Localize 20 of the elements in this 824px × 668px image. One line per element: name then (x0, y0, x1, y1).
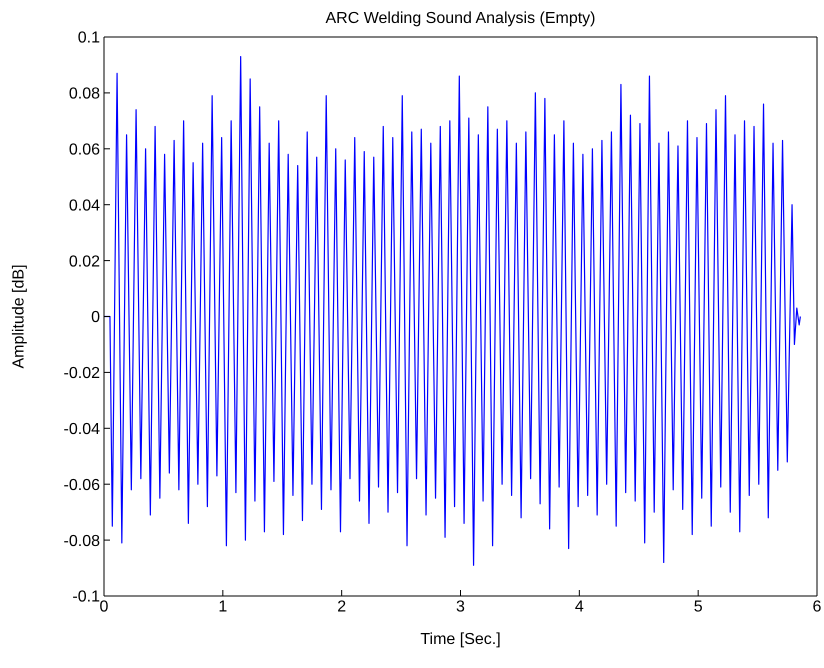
x-tick-label: 3 (456, 598, 466, 616)
y-tick-label: 0.02 (68, 253, 100, 270)
x-axis-title: Time [Sec.] (420, 631, 501, 648)
x-tick-label: 1 (218, 598, 228, 616)
y-tick-label: -0.04 (64, 420, 100, 438)
x-tick-label: 6 (812, 598, 822, 616)
y-tick-label: -0.02 (64, 365, 100, 382)
y-tick-label: -0.06 (64, 476, 100, 494)
chart-title: ARC Welding Sound Analysis (Empty) (324, 10, 597, 28)
x-tick-label: 4 (574, 598, 584, 616)
x-tick-label: 2 (337, 598, 346, 616)
y-tick-label: 0 (91, 309, 100, 326)
y-tick-label: 0.06 (68, 141, 100, 158)
x-tick-label: 5 (694, 598, 703, 616)
y-tick-label: 0.1 (78, 30, 100, 47)
y-tick-label: 0.08 (68, 86, 100, 103)
y-axis-title: Amplitude [dB] (10, 264, 28, 369)
y-tick-label: -0.08 (64, 532, 100, 550)
y-tick-label: -0.1 (72, 588, 100, 606)
y-tick-label: 0.04 (68, 197, 100, 214)
